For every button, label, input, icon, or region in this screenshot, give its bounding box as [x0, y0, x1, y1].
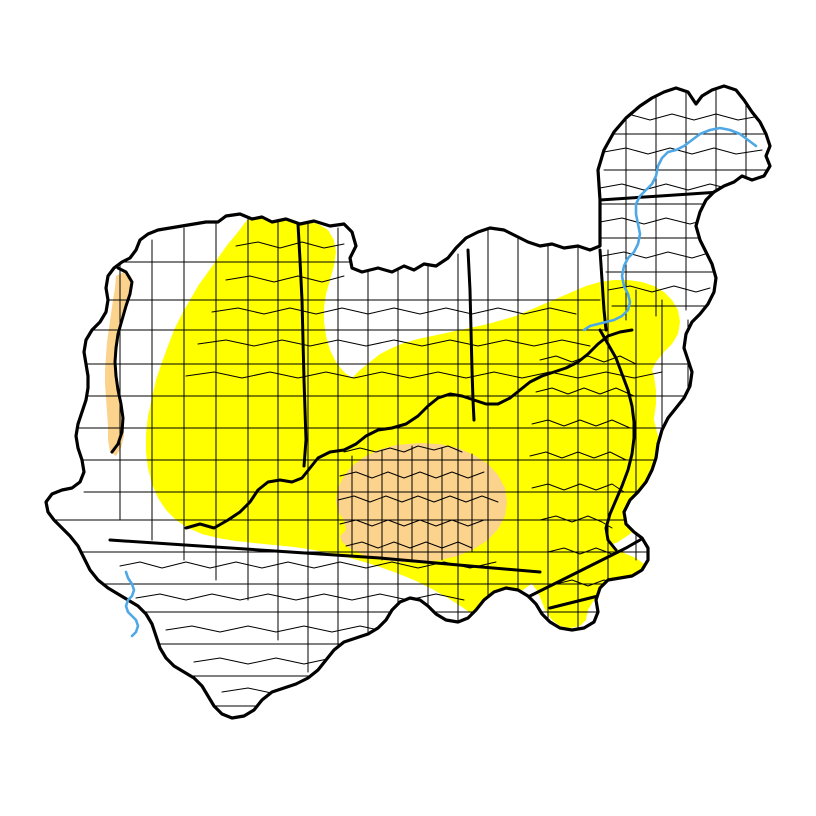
rivers-layer — [124, 126, 758, 638]
lower-southwest-river-icon — [124, 570, 140, 638]
county-boundaries — [49, 87, 770, 713]
upper-northeast-river-icon — [582, 126, 758, 332]
region-outline — [44, 84, 772, 720]
